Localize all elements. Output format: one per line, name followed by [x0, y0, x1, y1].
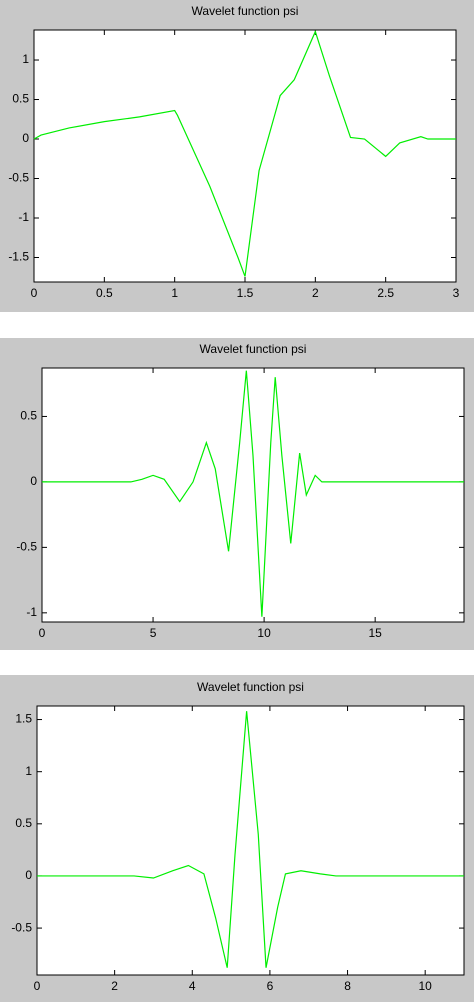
x-tick-label: 1: [171, 286, 178, 300]
wavelet-line: [33, 29, 456, 277]
chart-title: Wavelet function psi: [197, 680, 304, 694]
wavelet-line: [37, 711, 464, 968]
subplot: Wavelet function psi 0 5 10 15 -1 -0.5 0 0.5: [0, 338, 474, 650]
x-tick-label: 8: [344, 979, 351, 993]
x-tick-label: 0.5: [96, 286, 113, 300]
x-tick-label: 2: [312, 286, 319, 300]
y-tick-label: 0: [30, 474, 37, 488]
y-tick-label: 1: [22, 52, 29, 66]
y-tick-label: 1: [25, 764, 32, 778]
chart-title: Wavelet function psi: [200, 342, 307, 356]
y-tick-label: -1: [18, 210, 29, 224]
x-tick-label: 5: [150, 626, 157, 640]
x-tick-label: 10: [257, 626, 271, 640]
y-tick-label: -1: [26, 605, 37, 619]
subplot: Wavelet function psi 0 2 4 6 8 10 -0.5 0 0.5 1 1.5: [0, 675, 474, 1002]
y-tick-label: -1.5: [8, 250, 29, 264]
x-tick-label: 0: [31, 286, 38, 300]
x-tick-label: 6: [267, 979, 274, 993]
y-tick-label: 0.5: [15, 816, 32, 830]
x-tick-label: 10: [419, 979, 433, 993]
chart-title: Wavelet function psi: [192, 4, 299, 18]
y-tick-label: 0: [25, 868, 32, 882]
y-tick-label: -0.5: [16, 540, 37, 554]
y-tick-label: 0.5: [20, 409, 37, 423]
y-tick-label: 1.5: [15, 712, 32, 726]
x-tick-label: 0: [34, 979, 41, 993]
x-tick-label: 2.5: [377, 286, 394, 300]
y-tick-label: 0.5: [12, 92, 29, 106]
x-tick-label: 1.5: [237, 286, 254, 300]
wavelet-line: [42, 370, 464, 617]
x-tick-label: 2: [111, 979, 118, 993]
x-tick-label: 0: [39, 626, 46, 640]
plot-area: [33, 29, 457, 283]
x-tick-label: 15: [368, 626, 382, 640]
x-tick-label: 4: [189, 979, 196, 993]
y-tick-label: -0.5: [8, 171, 29, 185]
plot-area: [41, 367, 465, 623]
x-tick-label: 3: [453, 286, 460, 300]
y-tick-label: 0: [22, 131, 29, 145]
y-tick-label: -0.5: [11, 920, 32, 934]
subplot: Wavelet function psi 0 0.5 1 1.5 2 2.5 3 -1.5 -1 -…: [0, 0, 474, 312]
